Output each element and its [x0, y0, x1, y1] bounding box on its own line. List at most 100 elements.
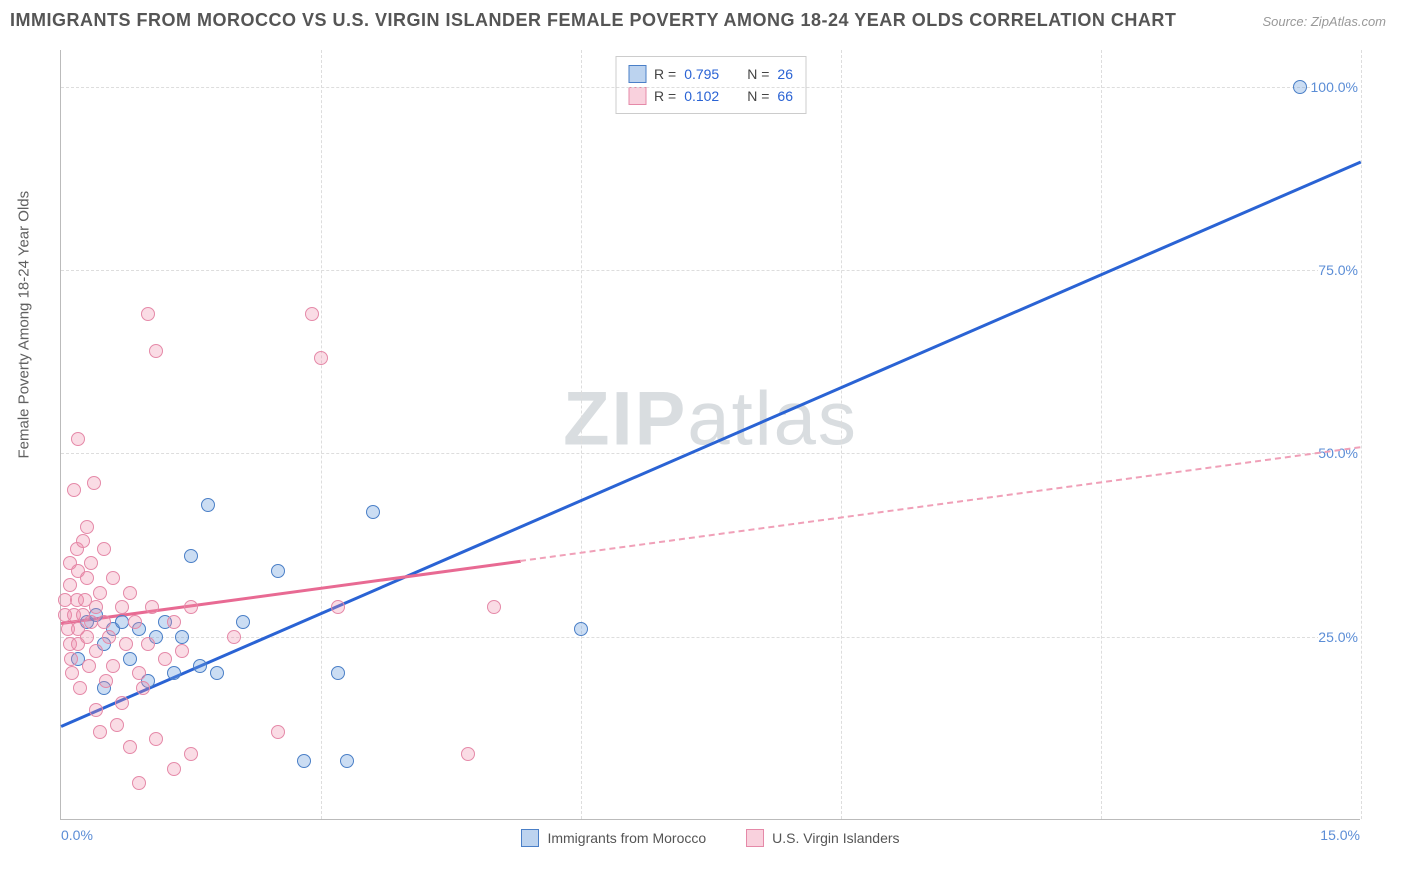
scatter-point [227, 630, 241, 644]
regression-line-pink-dashed [520, 446, 1361, 562]
legend-label-blue: Immigrants from Morocco [547, 830, 706, 846]
swatch-pink-icon [746, 829, 764, 847]
scatter-point [64, 652, 78, 666]
r-label: R = [654, 66, 676, 82]
scatter-point [136, 681, 150, 695]
scatter-point [97, 542, 111, 556]
scatter-point [115, 615, 129, 629]
scatter-point [93, 586, 107, 600]
scatter-point [210, 666, 224, 680]
gridline-vertical [1101, 50, 1102, 819]
scatter-point [123, 652, 137, 666]
scatter-point [132, 776, 146, 790]
gridline-horizontal [61, 453, 1360, 454]
legend-correlation: R = 0.795 N = 26 R = 0.102 N = 66 [615, 56, 806, 114]
legend-item-pink: U.S. Virgin Islanders [746, 829, 899, 847]
gridline-horizontal [61, 637, 1360, 638]
regression-line-blue [61, 160, 1362, 727]
scatter-point [80, 630, 94, 644]
scatter-point [76, 534, 90, 548]
n-label: N = [747, 88, 769, 104]
scatter-point [340, 754, 354, 768]
legend-series: Immigrants from Morocco U.S. Virgin Isla… [61, 829, 1360, 847]
scatter-point [331, 600, 345, 614]
scatter-point [193, 659, 207, 673]
plot-area: ZIPatlas R = 0.795 N = 26 R = 0.102 N = … [60, 50, 1360, 820]
n-value-blue: 26 [777, 66, 793, 82]
swatch-pink-icon [628, 87, 646, 105]
scatter-point [97, 615, 111, 629]
scatter-point [115, 600, 129, 614]
swatch-blue-icon [628, 65, 646, 83]
scatter-point [271, 564, 285, 578]
scatter-point [106, 659, 120, 673]
scatter-point [99, 674, 113, 688]
scatter-point [73, 681, 87, 695]
scatter-point [89, 703, 103, 717]
scatter-point [110, 718, 124, 732]
scatter-point [82, 659, 96, 673]
gridline-vertical [581, 50, 582, 819]
watermark: ZIPatlas [563, 376, 858, 463]
y-tick-label: 75.0% [1318, 262, 1362, 278]
r-value-blue: 0.795 [684, 66, 719, 82]
scatter-point [141, 307, 155, 321]
scatter-point [158, 652, 172, 666]
scatter-point [1293, 80, 1307, 94]
legend-label-pink: U.S. Virgin Islanders [772, 830, 899, 846]
chart-container: Female Poverty Among 18-24 Year Olds ZIP… [50, 50, 1390, 850]
chart-title: IMMIGRANTS FROM MOROCCO VS U.S. VIRGIN I… [10, 10, 1176, 31]
scatter-point [89, 600, 103, 614]
source-attribution: Source: ZipAtlas.com [1262, 14, 1386, 29]
scatter-point [297, 754, 311, 768]
scatter-point [184, 600, 198, 614]
scatter-point [366, 505, 380, 519]
y-axis-label: Female Poverty Among 18-24 Year Olds [16, 191, 33, 459]
scatter-point [331, 666, 345, 680]
swatch-blue-icon [521, 829, 539, 847]
scatter-point [175, 644, 189, 658]
scatter-point [93, 725, 107, 739]
scatter-point [123, 740, 137, 754]
scatter-point [89, 644, 103, 658]
scatter-point [123, 586, 137, 600]
scatter-point [236, 615, 250, 629]
gridline-vertical [321, 50, 322, 819]
gridline-horizontal [61, 270, 1360, 271]
scatter-point [67, 483, 81, 497]
scatter-point [167, 666, 181, 680]
n-label: N = [747, 66, 769, 82]
x-tick-label: 15.0% [1320, 827, 1360, 843]
scatter-point [305, 307, 319, 321]
scatter-point [461, 747, 475, 761]
scatter-point [141, 637, 155, 651]
scatter-point [149, 344, 163, 358]
gridline-horizontal [61, 87, 1360, 88]
scatter-point [271, 725, 285, 739]
scatter-point [102, 630, 116, 644]
scatter-point [115, 696, 129, 710]
x-tick-label: 0.0% [61, 827, 93, 843]
legend-item-blue: Immigrants from Morocco [521, 829, 706, 847]
scatter-point [84, 615, 98, 629]
scatter-point [201, 498, 215, 512]
scatter-point [65, 666, 79, 680]
scatter-point [175, 630, 189, 644]
scatter-point [87, 476, 101, 490]
legend-row-blue: R = 0.795 N = 26 [628, 63, 793, 85]
gridline-vertical [841, 50, 842, 819]
y-tick-label: 25.0% [1318, 629, 1362, 645]
scatter-point [184, 747, 198, 761]
scatter-point [128, 615, 142, 629]
scatter-point [184, 549, 198, 563]
scatter-point [71, 432, 85, 446]
y-tick-label: 100.0% [1311, 79, 1362, 95]
scatter-point [167, 762, 181, 776]
scatter-point [84, 556, 98, 570]
n-value-pink: 66 [777, 88, 793, 104]
scatter-point [574, 622, 588, 636]
scatter-point [132, 666, 146, 680]
gridline-vertical [1361, 50, 1362, 819]
scatter-point [80, 571, 94, 585]
scatter-point [80, 520, 94, 534]
